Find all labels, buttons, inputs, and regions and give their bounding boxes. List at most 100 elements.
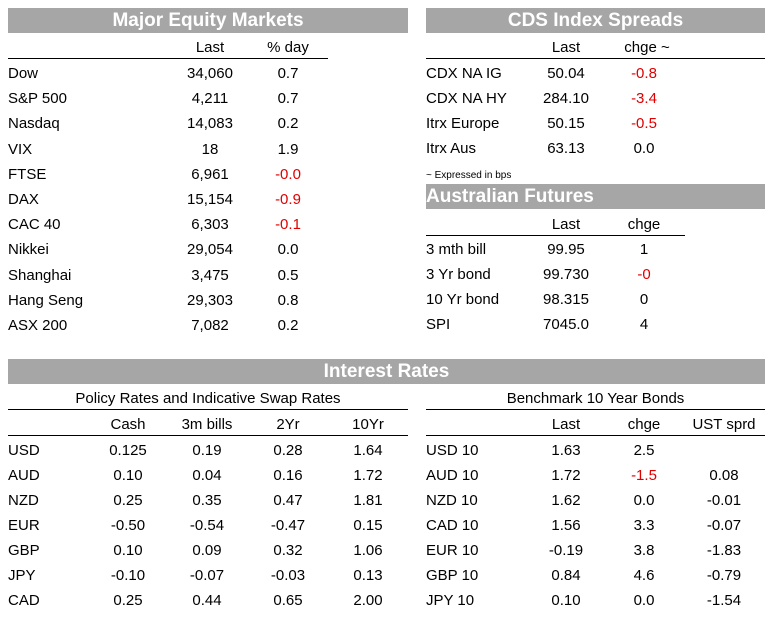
bonds-row-last: 1.72	[551, 467, 581, 484]
equity-row-last: 7,082	[191, 317, 229, 334]
equity-header-rule	[8, 58, 328, 59]
cds-header-rule	[426, 58, 765, 59]
bonds-row-sprd: -0.79	[706, 567, 742, 584]
futures-row-chg: 0	[639, 291, 649, 308]
policy-subtitle: Policy Rates and Indicative Swap Rates	[75, 390, 341, 407]
cds-row-last: 50.15	[547, 115, 585, 132]
bonds-subtitle-rule	[426, 409, 765, 410]
bonds-row-chg: -1.5	[631, 467, 657, 484]
equity-row-name: CAC 40	[8, 216, 61, 234]
bonds-row-last: 1.63	[551, 442, 581, 459]
cds-col-chg: chge ~	[624, 39, 670, 56]
policy-row-value: -0.07	[189, 567, 225, 584]
bonds-row-chg: 0.0	[633, 492, 655, 509]
equity-header: Major Equity Markets	[8, 8, 408, 33]
bonds-col-last: Last	[551, 416, 581, 433]
futures-row-last: 99.730	[543, 266, 589, 283]
policy-row-name: NZD	[8, 492, 39, 509]
bonds-row-sprd: -0.01	[706, 492, 742, 509]
bonds-row-last: 0.84	[551, 567, 581, 584]
bonds-row-name: CAD 10	[426, 517, 479, 534]
policy-row-value: 0.47	[273, 492, 303, 509]
policy-row-value: 1.72	[353, 467, 383, 484]
futures-row-chg: 4	[639, 316, 649, 333]
policy-row-value: 0.16	[273, 467, 303, 484]
futures-row-name: 3 mth bill	[426, 241, 487, 258]
futures-row-name: 10 Yr bond	[426, 291, 500, 308]
equity-row-last: 6,303	[191, 216, 229, 234]
equity-row-chg: 0.7	[277, 90, 299, 108]
equity-row-chg: -0.9	[275, 191, 301, 208]
bonds-row-chg: 4.6	[633, 567, 655, 584]
policy-row-value: -0.50	[110, 517, 146, 534]
policy-row-value: -0.47	[270, 517, 306, 534]
equity-row-chg: -0.1	[275, 216, 301, 234]
futures-row-chg: -0	[637, 266, 651, 283]
policy-row-value: 0.28	[273, 442, 303, 459]
futures-header: Australian Futures	[426, 184, 765, 209]
policy-col-3m: 3m bills	[181, 416, 233, 433]
bonds-row-last: 1.56	[551, 517, 581, 534]
policy-row-name: JPY	[8, 567, 36, 584]
equity-row-chg: 0.8	[277, 291, 299, 309]
policy-row-value: 0.65	[273, 592, 303, 609]
cds-row-name: Itrx Europe	[426, 115, 500, 132]
bonds-row-last: 1.62	[551, 492, 581, 509]
policy-subtitle-rule	[8, 409, 408, 410]
equity-row-last: 34,060	[187, 65, 233, 82]
equity-row-name: Nasdaq	[8, 115, 60, 133]
cds-row-chg: -3.4	[631, 90, 657, 107]
bonds-row-name: AUD 10	[426, 467, 479, 484]
equity-row-name: Hang Seng	[8, 291, 84, 309]
equity-row-last: 4,211	[191, 90, 229, 108]
equity-row-last: 29,303	[187, 291, 233, 309]
bonds-col-sprd: UST sprd	[692, 416, 756, 433]
equity-row-name: Dow	[8, 65, 39, 82]
cds-col-last: Last	[551, 39, 581, 56]
bonds-row-name: USD 10	[426, 442, 479, 459]
policy-row-value: 0.10	[113, 467, 143, 484]
bonds-col-chg: chge	[627, 416, 661, 433]
equity-row-last: 18	[201, 140, 219, 158]
equity-col-last: Last	[195, 39, 225, 56]
policy-row-value: 0.35	[192, 492, 222, 509]
policy-row-value: 0.04	[192, 467, 222, 484]
equity-row-chg: 0.2	[277, 115, 299, 133]
bonds-row-name: JPY 10	[426, 592, 475, 609]
equity-row-last: 6,961	[191, 165, 229, 183]
policy-row-value: 0.125	[109, 442, 147, 459]
cds-note: ~ Expressed in bps	[426, 170, 512, 181]
policy-row-name: USD	[8, 442, 40, 459]
policy-row-value: 1.81	[353, 492, 383, 509]
policy-row-value: 2.00	[353, 592, 383, 609]
equity-row-last: 3,475	[191, 266, 229, 284]
equity-col-chg: % day	[267, 39, 309, 56]
equity-row-chg: 1.9	[277, 140, 299, 158]
policy-row-value: 1.64	[353, 442, 383, 459]
policy-row-name: EUR	[8, 517, 40, 534]
policy-row-value: 0.25	[113, 492, 143, 509]
bonds-row-last: 0.10	[551, 592, 581, 609]
bonds-row-chg: 2.5	[633, 442, 655, 459]
policy-row-value: 1.06	[353, 542, 383, 559]
rates-header: Interest Rates	[8, 359, 765, 384]
bonds-row-name: GBP 10	[426, 567, 479, 584]
policy-row-name: CAD	[8, 592, 40, 609]
policy-row-value: 0.19	[192, 442, 222, 459]
bonds-row-sprd: -1.54	[706, 592, 742, 609]
policy-row-value: 0.32	[273, 542, 303, 559]
policy-row-value: 0.44	[192, 592, 222, 609]
cds-row-chg: 0.0	[633, 140, 655, 157]
equity-row-name: ASX 200	[8, 317, 68, 334]
policy-row-value: 0.13	[353, 567, 383, 584]
equity-row-last: 29,054	[187, 241, 233, 259]
futures-row-name: SPI	[426, 316, 451, 333]
futures-row-last: 98.315	[543, 291, 589, 308]
equity-row-name: Shanghai	[8, 266, 72, 284]
futures-row-last: 7045.0	[543, 316, 589, 333]
cds-row-name: Itrx Aus	[426, 140, 477, 157]
futures-row-chg: 1	[639, 241, 649, 258]
futures-header-rule	[426, 235, 685, 236]
cds-row-last: 50.04	[547, 65, 585, 82]
policy-row-value: -0.54	[189, 517, 225, 534]
